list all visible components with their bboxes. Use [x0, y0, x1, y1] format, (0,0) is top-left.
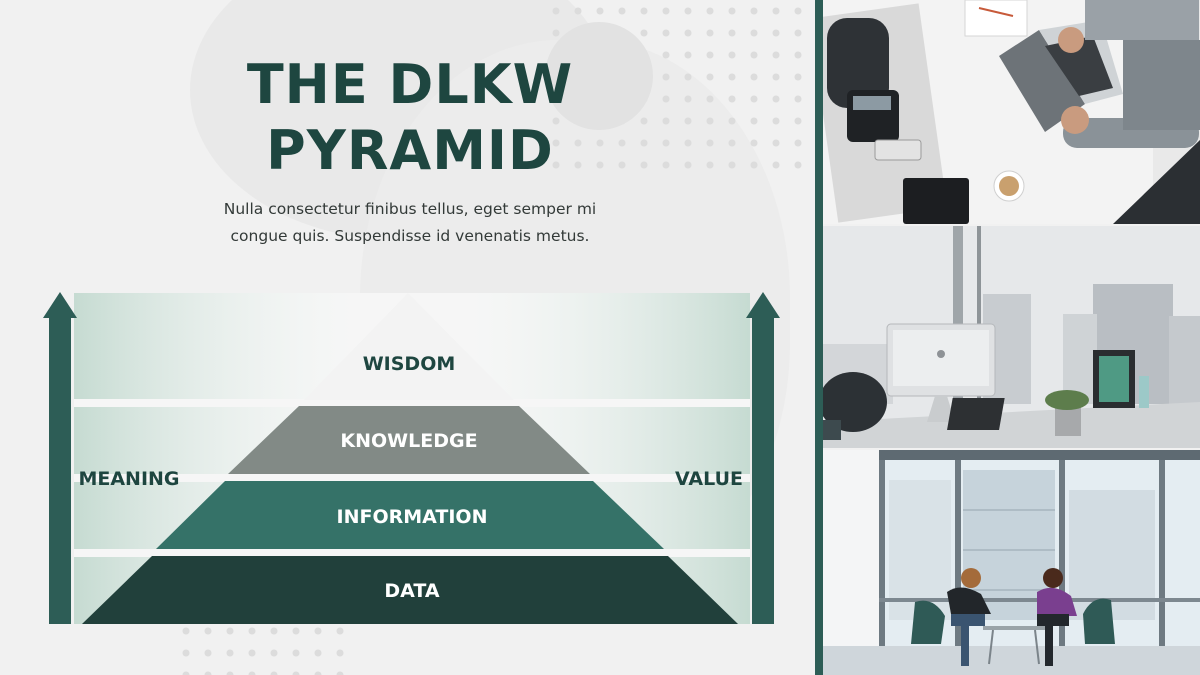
title-line: THE DLKW — [246, 53, 574, 116]
meaning-axis-label: MEANING — [78, 468, 179, 490]
pyramid-label-knowledge: KNOWLEDGE — [340, 430, 477, 452]
value-arrow — [746, 292, 780, 624]
background-circle — [545, 22, 653, 130]
pyramid-label-wisdom: WISDOM — [363, 353, 456, 375]
meaning-arrow — [43, 292, 77, 624]
subtitle-line: congue quis. Suspendisse id venenatis me… — [230, 227, 590, 245]
office-desk-city-view-photo — [823, 226, 1200, 448]
slide-subtitle: Nulla consectetur finibus tellus, eget s… — [190, 196, 630, 250]
subtitle-line: Nulla consectetur finibus tellus, eget s… — [223, 200, 597, 218]
overhead-desk-laptop-photo — [823, 0, 1200, 224]
photo-divider — [815, 0, 823, 675]
dlkw-pyramid-diagram: WISDOM KNOWLEDGE INFORMATION DATA MEANIN… — [43, 292, 780, 624]
pyramid-label-information: INFORMATION — [337, 506, 488, 528]
pyramid-level-wisdom — [304, 293, 514, 400]
pyramid-level-information — [156, 481, 664, 549]
value-axis-label: VALUE — [675, 468, 743, 490]
background-dots — [175, 620, 355, 675]
pyramid-label-data: DATA — [384, 580, 439, 602]
slide-title: THE DLKW PYRAMID — [200, 52, 620, 184]
title-line: PYRAMID — [266, 119, 554, 182]
pyramid-level-knowledge — [228, 406, 590, 474]
two-people-meeting-window-photo — [823, 450, 1200, 675]
pyramid-level-data — [82, 556, 738, 624]
